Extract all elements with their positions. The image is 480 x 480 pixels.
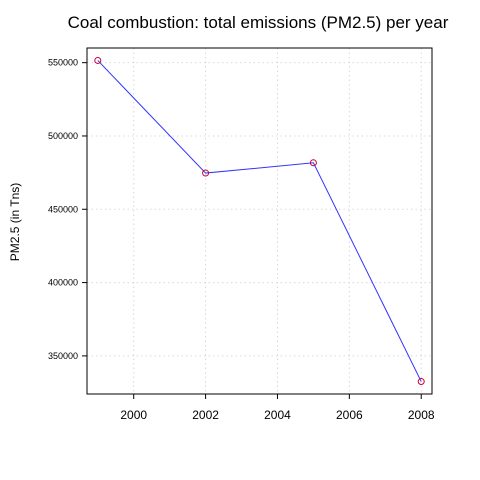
y-tick-label-2: 450000 — [48, 204, 78, 214]
y-tick-label-4: 550000 — [48, 58, 78, 68]
y-axis-label: PM2.5 (in Tns) — [8, 183, 22, 261]
x-tick-label-3: 2006 — [336, 408, 363, 422]
x-tick-label-0: 2000 — [120, 408, 147, 422]
y-axis: 350000 400000 450000 500000 550000 — [48, 58, 87, 361]
x-tick-label-1: 2002 — [192, 408, 219, 422]
data-point-layer — [95, 57, 424, 384]
y-tick-label-3: 500000 — [48, 131, 78, 141]
x-axis: 2000 2002 2004 2006 2008 — [120, 394, 435, 422]
x-tick-label-2: 2004 — [264, 408, 291, 422]
grid-layer — [87, 48, 432, 394]
x-tick-label-4: 2008 — [408, 408, 435, 422]
series-line-layer — [98, 60, 421, 381]
y-tick-label-1: 400000 — [48, 278, 78, 288]
y-tick-label-0: 350000 — [48, 351, 78, 361]
series-line-0 — [98, 60, 421, 381]
chart-title: Coal combustion: total emissions (PM2.5)… — [68, 13, 449, 32]
plot-frame — [87, 48, 432, 394]
